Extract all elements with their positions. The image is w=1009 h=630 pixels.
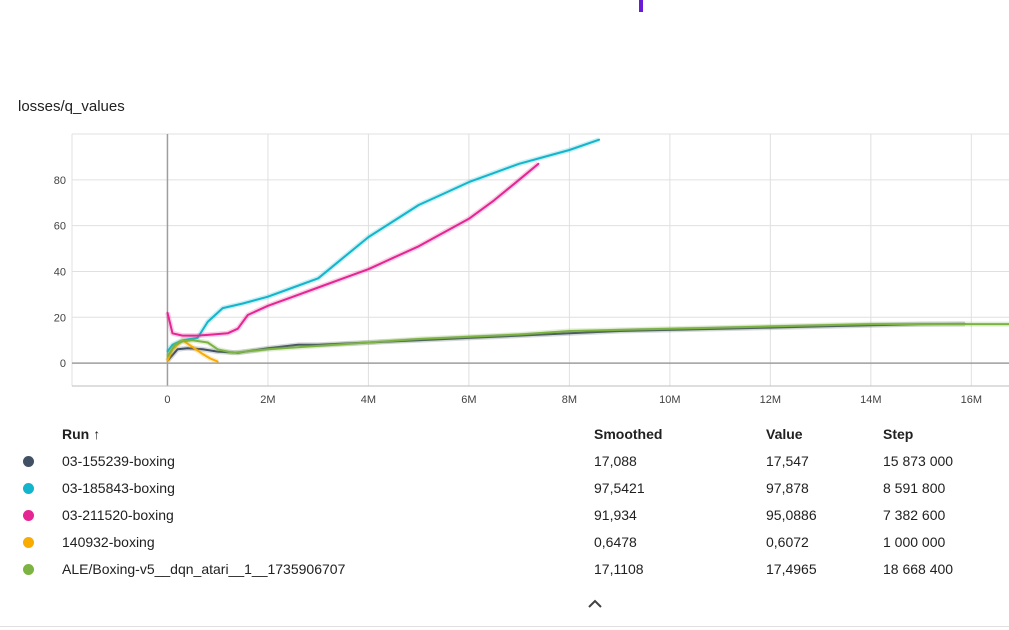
run-header-label: Run	[62, 426, 90, 442]
table-row[interactable]: 140932-boxing 0,6478 0,6072 1 000 000	[0, 528, 1009, 555]
x-tick-label: 8M	[562, 394, 577, 406]
smoothed-value: 91,934	[594, 507, 637, 523]
y-tick-label: 0	[60, 358, 66, 370]
y-tick-label: 20	[54, 312, 66, 324]
table-row[interactable]: 03-211520-boxing 91,934 95,0886 7 382 60…	[0, 501, 1009, 528]
smoothed-value: 97,5421	[594, 480, 645, 496]
run-color-dot	[23, 564, 34, 575]
series-line[interactable]	[166, 162, 540, 337]
y-tick-label: 60	[54, 221, 66, 233]
table-row[interactable]: 03-185843-boxing 97,5421 97,878 8 591 80…	[0, 474, 1009, 501]
run-name: ALE/Boxing-v5__dqn_atari__1__1735906707	[62, 561, 346, 577]
series-raw-band	[165, 137, 600, 354]
step-value: 8 591 800	[883, 480, 946, 496]
run-color-dot	[23, 510, 34, 521]
series-raw-band	[165, 321, 1009, 358]
top-accent-marker	[639, 0, 643, 12]
axes	[72, 134, 1009, 387]
run-column-header[interactable]: Run ↑	[62, 426, 100, 442]
x-tick-label: 4M	[361, 394, 376, 406]
run-name: 03-155239-boxing	[62, 453, 175, 469]
x-tick-label: 2M	[260, 394, 275, 406]
x-tick-label: 10M	[659, 394, 680, 406]
table-row[interactable]: 03-155239-boxing 17,088 17,547 15 873 00…	[0, 447, 1009, 474]
series-line[interactable]	[166, 323, 1009, 358]
x-tick-label: 0	[164, 394, 170, 406]
step-value: 1 000 000	[883, 534, 946, 550]
raw-value: 97,878	[766, 480, 809, 496]
run-name: 140932-boxing	[62, 534, 155, 550]
y-tick-label: 80	[54, 175, 66, 187]
run-name: 03-185843-boxing	[62, 480, 175, 496]
run-color-dot	[23, 537, 34, 548]
x-tick-label: 12M	[760, 394, 781, 406]
series-line[interactable]	[166, 322, 966, 362]
smoothed-value: 0,6478	[594, 534, 637, 550]
sort-arrow-up-icon: ↑	[93, 426, 101, 442]
raw-value: 17,4965	[766, 561, 817, 577]
y-tick-label: 40	[54, 266, 66, 278]
tick-labels: 0 2M 4M 6M 8M 10M 12M 14M 16M 0 20 40 60 80	[54, 175, 982, 406]
run-name: 03-211520-boxing	[62, 507, 174, 523]
run-color-dot	[23, 456, 34, 467]
x-tick-label: 14M	[860, 394, 881, 406]
grid-lines	[71, 133, 1009, 386]
run-color-dot	[23, 483, 34, 494]
step-value: 15 873 000	[883, 453, 954, 469]
raw-value: 0,6072	[766, 534, 809, 550]
smoothed-value: 17,088	[594, 453, 637, 469]
step-value: 7 382 600	[883, 507, 946, 523]
step-value: 18 668 400	[883, 561, 954, 577]
raw-value: 95,0886	[766, 507, 817, 523]
line-chart[interactable]: 0 2M 4M 6M 8M 10M 12M 14M 16M 0 20 40 60 80	[0, 120, 1009, 410]
raw-value: 17,547	[766, 453, 809, 469]
smoothed-column-header[interactable]: Smoothed	[594, 426, 663, 442]
table-header-row: Run ↑ Smoothed Value Step	[0, 420, 1009, 447]
table-row[interactable]: ALE/Boxing-v5__dqn_atari__1__1735906707 …	[0, 555, 1009, 582]
bottom-divider	[0, 626, 1009, 627]
smoothed-value: 17,1108	[594, 561, 644, 577]
expand-chart-button[interactable]	[584, 594, 606, 614]
step-column-header[interactable]: Step	[883, 426, 914, 442]
series-line[interactable]	[166, 138, 601, 353]
value-column-header[interactable]: Value	[766, 426, 803, 442]
chart-title: losses/q_values	[18, 98, 125, 115]
x-tick-label: 16M	[961, 394, 982, 406]
series-lines	[165, 137, 1009, 364]
chevron-up-icon	[588, 599, 602, 608]
x-tick-label: 6M	[461, 394, 476, 406]
